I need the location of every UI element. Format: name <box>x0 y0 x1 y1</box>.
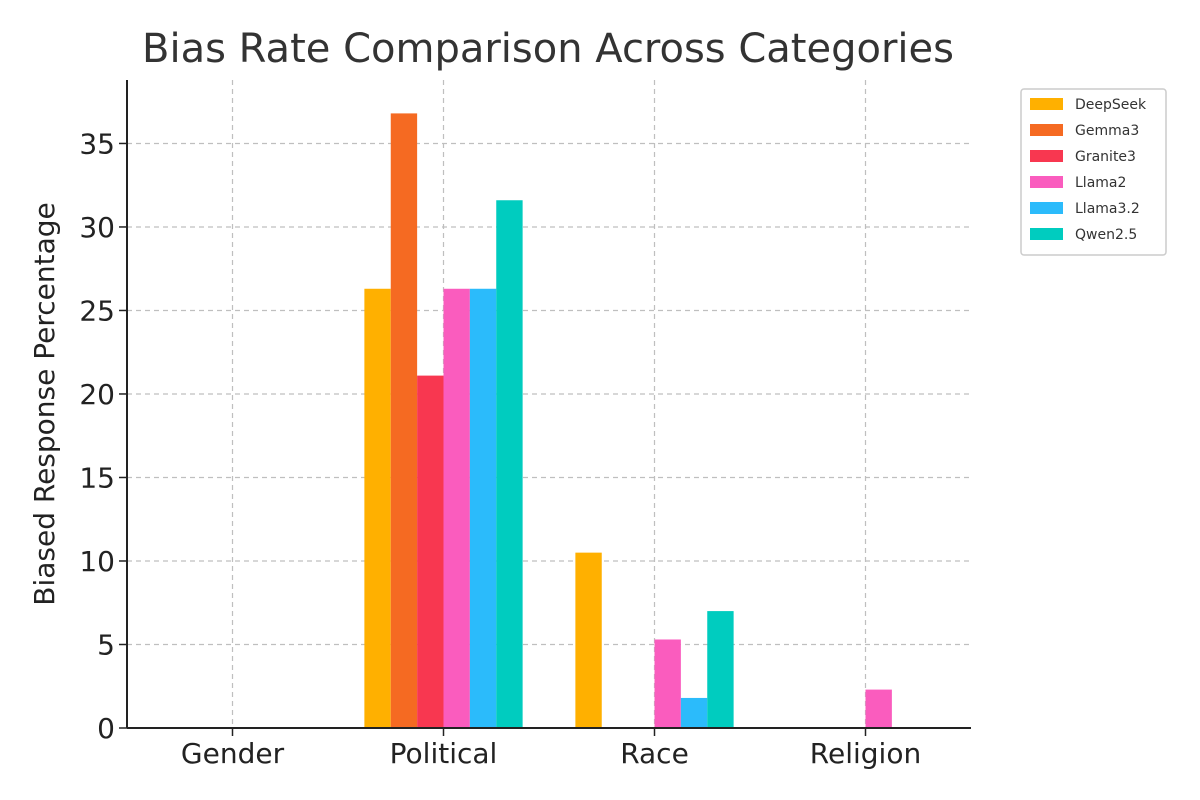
legend-swatch <box>1030 150 1063 162</box>
legend-label: Qwen2.5 <box>1075 227 1137 243</box>
legend-label: Llama2 <box>1075 175 1126 191</box>
x-ticks: Gender Political Race Religion <box>181 728 921 770</box>
bar-gemma3-political <box>390 113 418 729</box>
legend-swatch <box>1030 98 1063 110</box>
bar-qwen2-5-political <box>496 200 523 728</box>
legend-swatch <box>1030 228 1063 240</box>
x-tick-label: Political <box>390 737 498 770</box>
bar-llama2-political <box>443 288 470 728</box>
legend-swatch <box>1030 176 1063 188</box>
bars <box>364 113 892 729</box>
legend-label: Llama3.2 <box>1075 201 1140 217</box>
legend-label: Granite3 <box>1075 149 1136 165</box>
y-tick-label: 5 <box>97 628 115 661</box>
bar-deepseek-political <box>364 288 391 728</box>
y-tick-label: 30 <box>79 211 115 244</box>
y-tick-label: 35 <box>79 127 115 160</box>
bar-qwen2-5-race <box>707 611 734 728</box>
legend-label: DeepSeek <box>1075 97 1147 113</box>
bar-granite3-political <box>417 375 444 728</box>
y-ticks: 0 5 10 15 20 25 30 35 <box>79 127 127 745</box>
y-tick-label: 15 <box>79 461 115 494</box>
bar-llama2-religion <box>865 689 892 728</box>
bar-llama3-2-race <box>680 697 708 728</box>
bar-deepseek-race <box>575 552 602 728</box>
y-tick-label: 0 <box>97 712 115 745</box>
grid-lines <box>127 80 971 729</box>
x-tick-label: Race <box>620 737 689 770</box>
x-tick-label: Religion <box>810 737 921 770</box>
legend: DeepSeek Gemma3 Granite3 Llama2 Llama3.2 Qwen… <box>1020 88 1167 256</box>
bar-llama3-2-political <box>469 288 497 728</box>
x-tick-label: Gender <box>181 737 285 770</box>
axes <box>126 80 971 729</box>
y-tick-label: 20 <box>79 378 115 411</box>
chart-title: Bias Rate Comparison Across Categories <box>142 26 954 72</box>
legend-swatch <box>1030 124 1063 136</box>
bar-llama2-race <box>654 639 681 728</box>
y-axis-label: Biased Response Percentage <box>28 202 61 606</box>
legend-swatch <box>1030 202 1063 214</box>
y-tick-label: 25 <box>79 294 115 327</box>
y-tick-label: 10 <box>79 545 115 578</box>
legend-label: Gemma3 <box>1075 123 1139 139</box>
